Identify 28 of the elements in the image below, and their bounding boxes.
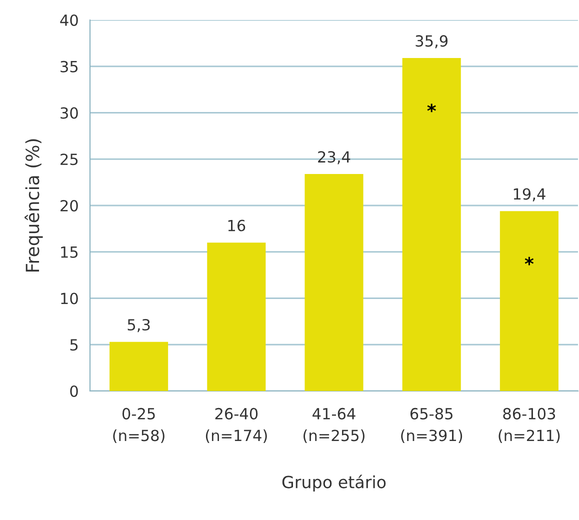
data-label: 19,4: [514, 188, 546, 202]
data-label: 5,3: [128, 318, 150, 332]
x-tick-label: 65-85 (n=391): [401, 408, 462, 444]
data-label: 16: [228, 220, 246, 232]
bar: [402, 58, 461, 391]
y-tick-label: 40: [60, 14, 78, 26]
x-tick-label: 41-64 (n=255): [304, 408, 364, 444]
y-tick-label: 30: [60, 107, 78, 119]
y-tick-label: 0: [70, 385, 78, 398]
x-tick-label: 0-25 (n=58): [113, 408, 164, 444]
data-label: 23,4: [318, 151, 350, 164]
bar: [304, 174, 364, 391]
x-tick-label: 86-103 (n=211): [498, 408, 560, 444]
x-tick-label: 26-40 (n=174): [206, 408, 267, 444]
y-tick-label: 10: [61, 292, 78, 304]
annotation: *: [524, 256, 534, 266]
bar: [207, 242, 266, 391]
y-tick-label: 15: [61, 246, 78, 258]
bar: [500, 211, 558, 391]
y-tick-label: 20: [60, 200, 78, 212]
y-tick-label: 5: [70, 339, 78, 351]
annotation: *: [427, 104, 436, 112]
x-axis-title: Grupo etário: [282, 474, 386, 492]
y-axis-title: Frequência (%): [24, 139, 43, 272]
data-label: 35,9: [416, 35, 448, 48]
y-tick-label: 25: [60, 154, 78, 166]
y-tick-label: 35: [60, 60, 78, 72]
bar: [110, 342, 168, 391]
